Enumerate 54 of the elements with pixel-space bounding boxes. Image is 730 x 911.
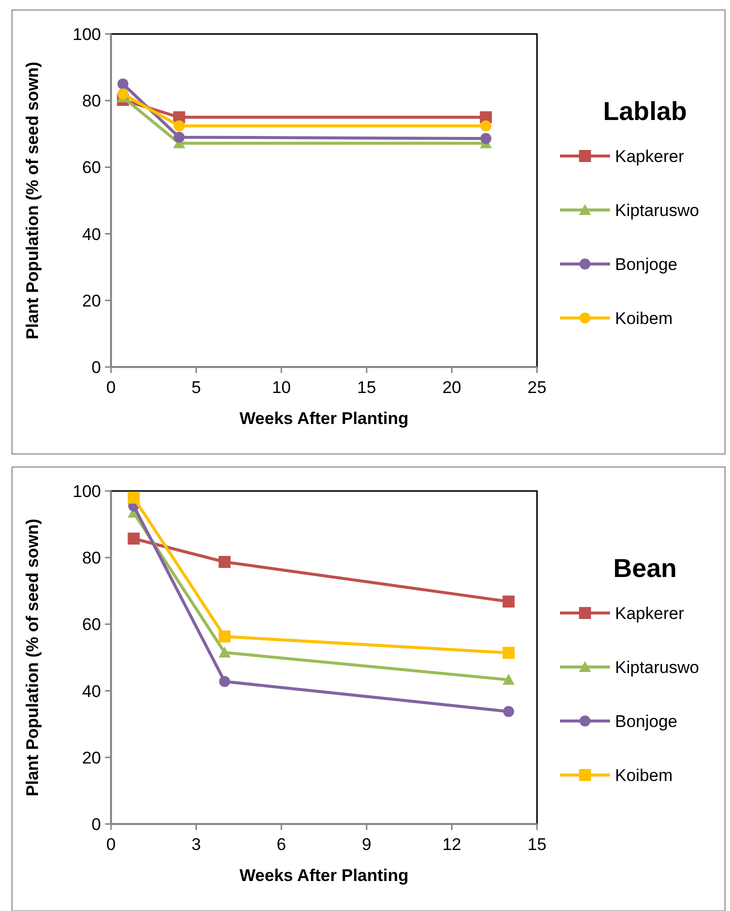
- point: [174, 132, 185, 143]
- legend-label: Kiptaruswo: [615, 200, 700, 220]
- point: [502, 596, 515, 608]
- point: [480, 133, 492, 144]
- point: [128, 492, 140, 504]
- y-tick-label: 80: [82, 92, 101, 111]
- y-tick-label: 0: [92, 814, 101, 834]
- x-tick-label: 10: [272, 378, 291, 397]
- point: [128, 532, 140, 545]
- y-tick-label: 0: [92, 358, 101, 377]
- y-tick-label: 20: [82, 748, 101, 768]
- point: [480, 120, 492, 132]
- x-axis-title: Weeks After Planting: [239, 866, 409, 885]
- x-tick-label: 0: [106, 378, 116, 397]
- legend-label: Kapkerer: [615, 146, 684, 166]
- x-tick-label: 20: [442, 378, 462, 397]
- x-tick-label: 0: [106, 835, 116, 854]
- point: [218, 630, 231, 643]
- point: [502, 646, 515, 659]
- point: [117, 78, 128, 90]
- x-tick-label: 9: [362, 835, 372, 854]
- x-tick-label: 12: [442, 835, 462, 854]
- y-axis-title: Plant Population (% of seed sown): [23, 518, 42, 796]
- y-tick-label: 100: [72, 482, 101, 501]
- legend-label: Koibem: [615, 308, 673, 328]
- legend-label: Bonjoge: [615, 254, 678, 274]
- legend-label: Koibem: [615, 766, 673, 785]
- y-tick-label: 60: [82, 615, 101, 634]
- point: [218, 556, 231, 568]
- point: [219, 676, 230, 687]
- x-tick-label: 3: [191, 835, 201, 854]
- x-axis-title: Weeks After Planting: [239, 409, 409, 428]
- point: [218, 646, 231, 658]
- x-tick-label: 15: [528, 835, 546, 854]
- legend-label: Bonjoge: [615, 712, 678, 731]
- legend-label: Kiptaruswo: [615, 658, 700, 677]
- point: [503, 706, 514, 717]
- x-tick-label: 6: [276, 835, 286, 854]
- point: [502, 674, 515, 685]
- y-tick-label: 40: [82, 682, 101, 701]
- y-tick-label: 100: [72, 24, 101, 44]
- legend-label: Kapkerer: [615, 604, 684, 623]
- y-tick-label: 20: [82, 291, 101, 310]
- y-tick-label: 40: [82, 224, 101, 244]
- point: [174, 120, 185, 132]
- y-tick-label: 80: [82, 548, 101, 568]
- point: [117, 88, 128, 100]
- x-tick-label: 15: [357, 378, 376, 397]
- legend-title: Bean: [613, 553, 677, 583]
- y-tick-label: 60: [82, 158, 101, 178]
- x-tick-label: 25: [528, 378, 546, 397]
- y-axis-title: Plant Population (% of seed sown): [23, 62, 42, 340]
- x-tick-label: 5: [191, 378, 201, 397]
- legend-title: Lablab: [603, 96, 687, 126]
